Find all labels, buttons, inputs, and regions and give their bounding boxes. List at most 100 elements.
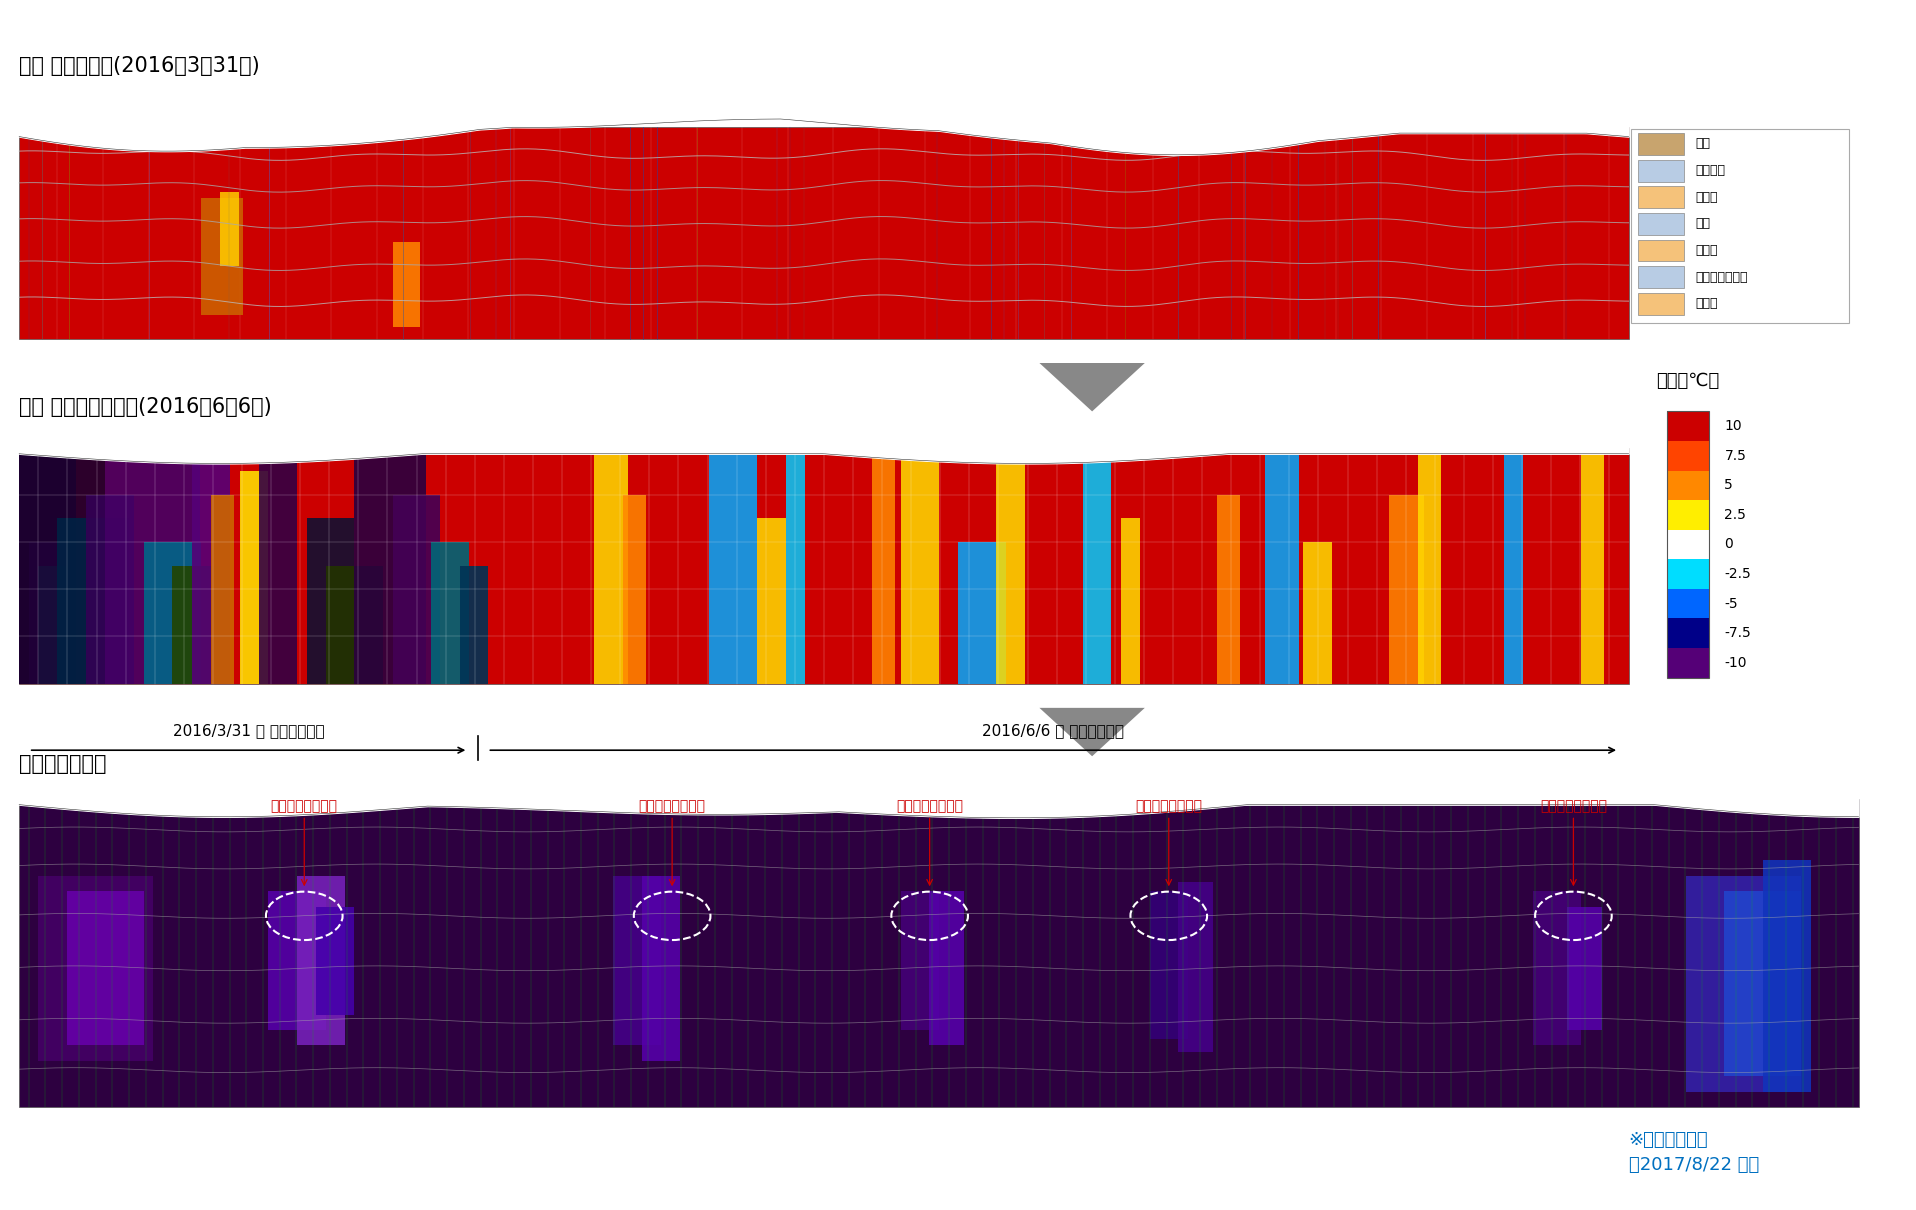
Text: 泥質部: 泥質部	[1696, 244, 1719, 257]
Bar	[1418, 448, 1441, 684]
Bar	[1638, 293, 1684, 315]
Text: 0: 0	[1724, 537, 1734, 552]
Bar	[29, 542, 67, 684]
Bar	[1667, 500, 1709, 530]
Bar	[393, 495, 441, 684]
Bar	[38, 876, 153, 1061]
Bar	[326, 566, 383, 684]
Bar	[1667, 649, 1709, 678]
Bar	[1265, 448, 1299, 684]
Text: 2016/6/6 〜 凍結開始範囲: 2016/6/6 〜 凍結開始範囲	[983, 724, 1125, 738]
Text: -5: -5	[1724, 597, 1738, 611]
Text: 補助工法実施箇所: 補助工法実施箇所	[1540, 799, 1608, 813]
Text: 2016/3/31 〜 凍結開始範囲: 2016/3/31 〜 凍結開始範囲	[172, 724, 324, 738]
Text: 埋土: 埋土	[1696, 138, 1711, 150]
Bar	[1667, 471, 1709, 500]
Bar	[259, 448, 297, 684]
Bar	[1667, 440, 1709, 471]
Text: 海側 凍結開始時(2016年3月31日): 海側 凍結開始時(2016年3月31日)	[19, 56, 261, 76]
Bar	[623, 495, 646, 684]
Bar	[220, 192, 240, 266]
Bar	[1389, 495, 1424, 684]
Bar	[1533, 495, 1571, 684]
Bar	[824, 495, 858, 684]
Bar	[1638, 213, 1684, 235]
Text: 泥質部: 泥質部	[1696, 298, 1719, 310]
Bar	[1083, 448, 1111, 684]
Bar	[1638, 240, 1684, 261]
Bar	[929, 891, 964, 1045]
Bar	[1667, 589, 1709, 618]
Bar	[1638, 133, 1684, 155]
Bar	[268, 891, 326, 1030]
Bar	[1763, 860, 1811, 1091]
Bar	[1667, 530, 1709, 559]
Bar	[316, 906, 354, 1014]
Bar	[1631, 129, 1849, 323]
Bar	[460, 566, 489, 684]
Bar	[19, 799, 1859, 1107]
Bar	[709, 448, 757, 684]
Bar	[393, 242, 420, 327]
Text: 10: 10	[1724, 419, 1742, 433]
Bar	[57, 518, 128, 684]
Text: 5: 5	[1724, 478, 1734, 492]
Text: 補助工法実施箇所: 補助工法実施箇所	[1136, 799, 1201, 813]
Bar	[201, 198, 243, 315]
Bar	[872, 448, 895, 684]
Bar	[144, 542, 201, 684]
Bar	[19, 448, 1629, 684]
Bar	[1724, 891, 1801, 1077]
Bar	[1686, 876, 1801, 1091]
Bar	[19, 448, 77, 684]
Bar	[1581, 448, 1604, 684]
Text: -2.5: -2.5	[1724, 567, 1751, 581]
Text: -7.5: -7.5	[1724, 627, 1751, 640]
Bar	[1178, 882, 1213, 1051]
Bar	[1567, 906, 1602, 1030]
Bar	[240, 471, 268, 684]
Bar	[1169, 448, 1207, 684]
Polygon shape	[1038, 708, 1144, 756]
Bar	[1667, 411, 1709, 440]
Text: 7.5: 7.5	[1724, 449, 1745, 462]
Bar	[67, 891, 144, 1045]
Text: 補助工法実施箇所: 補助工法実施箇所	[270, 799, 337, 813]
Bar	[958, 542, 1006, 684]
Bar	[1466, 518, 1494, 684]
Bar	[297, 876, 345, 1045]
Text: 泥質部: 泥質部	[1696, 191, 1719, 203]
Text: ※凍結開始箇所
（2017/8/22 〜）: ※凍結開始箇所 （2017/8/22 〜）	[1629, 1131, 1759, 1175]
Bar	[38, 566, 67, 684]
Bar	[1341, 448, 1380, 684]
Bar	[1303, 542, 1332, 684]
Bar	[211, 495, 234, 684]
Text: 細粒・粗粒砂岩: 細粒・粗粒砂岩	[1696, 271, 1747, 283]
Bar	[1667, 618, 1709, 649]
Bar	[901, 891, 939, 1030]
Bar	[594, 448, 628, 684]
Text: 山側最終凍結後: 山側最終凍結後	[19, 754, 107, 774]
Text: 補助工法実施箇所: 補助工法実施箇所	[638, 799, 705, 813]
Bar	[354, 448, 425, 684]
Bar	[757, 518, 786, 684]
Bar	[642, 876, 680, 1061]
Text: 補助工法実施箇所: 補助工法実施箇所	[897, 799, 964, 813]
Bar	[1035, 495, 1073, 684]
Bar	[1217, 495, 1240, 684]
Bar	[901, 448, 939, 684]
Bar	[307, 518, 354, 684]
Bar	[19, 127, 1629, 339]
Text: 2.5: 2.5	[1724, 508, 1745, 522]
Bar	[105, 448, 201, 684]
Text: 温度（℃）: 温度（℃）	[1655, 371, 1721, 390]
Bar	[1150, 891, 1188, 1039]
Bar	[431, 542, 469, 684]
Text: -10: -10	[1724, 656, 1747, 670]
Text: 中粒砂岩: 中粒砂岩	[1696, 165, 1726, 177]
Bar	[192, 448, 230, 684]
Bar	[86, 495, 134, 684]
Bar	[1504, 448, 1523, 684]
Bar	[1638, 186, 1684, 208]
Bar	[786, 448, 805, 684]
